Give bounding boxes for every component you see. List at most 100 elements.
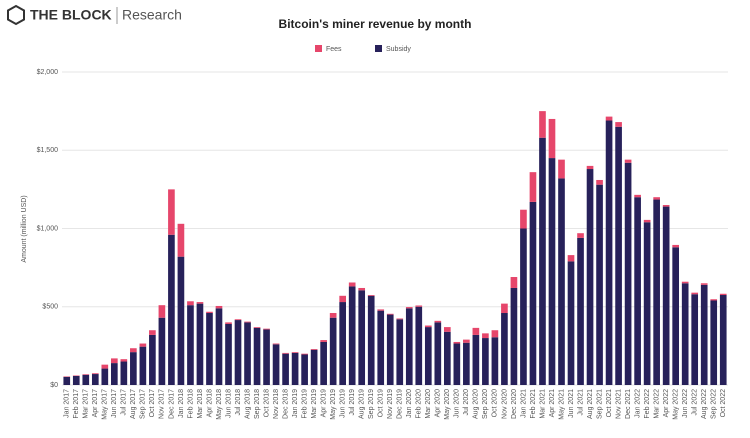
bar-segment [634, 197, 641, 385]
bar-segment [386, 313, 394, 315]
bar-segment [253, 327, 261, 328]
legend-label: Fees [326, 46, 342, 53]
bar-segment [672, 247, 680, 385]
bar-segment [510, 287, 518, 385]
x-tick-label: May 2017 [102, 389, 109, 420]
bar-segment [149, 334, 156, 385]
x-tick-label: Jul 2021 [577, 389, 584, 416]
bar-segment [130, 352, 137, 385]
chart-title: Bitcoin's miner revenue by month [279, 17, 472, 31]
x-tick-label: May 2019 [330, 389, 337, 420]
bar-segment [244, 322, 251, 385]
bar-segment [719, 293, 727, 296]
x-tick-label: May 2022 [673, 389, 680, 420]
x-tick-label: Jul 2018 [235, 389, 242, 416]
bar-segment [681, 283, 689, 385]
x-tick-label: Sep 2022 [711, 389, 718, 419]
bar-segment [567, 261, 575, 385]
bar-segment [110, 363, 118, 385]
bar-segment [215, 305, 223, 309]
bar-segment [377, 309, 385, 311]
bar-segment [348, 282, 356, 287]
bar-segment [358, 287, 366, 291]
x-tick-label: Jun 2022 [682, 389, 689, 418]
bar-segment [434, 322, 442, 385]
bar-segment [301, 354, 308, 385]
bar-segment [225, 323, 232, 385]
x-tick-label: Feb 2022 [644, 389, 651, 419]
legend-swatch [375, 45, 382, 52]
x-tick-label: Nov 2017 [159, 389, 166, 419]
bar-segment [634, 194, 641, 198]
x-tick-label: Jan 2017 [64, 389, 71, 418]
bar-segment [110, 358, 118, 364]
bar-segment [367, 295, 375, 385]
x-tick-label: Apr 2019 [320, 389, 327, 418]
bar-segment [348, 286, 356, 385]
x-tick-label: Dec 2018 [282, 389, 289, 419]
bar-segment [91, 373, 99, 375]
y-tick-label: $500 [42, 304, 58, 311]
bar-segment [463, 339, 470, 343]
x-tick-label: Dec 2019 [397, 389, 404, 419]
bar-segment [558, 178, 565, 385]
x-tick-label: Jul 2022 [692, 389, 699, 416]
bar-segment [643, 222, 651, 385]
bar-segment [520, 209, 527, 229]
x-tick-label: Jan 2022 [634, 389, 641, 418]
bar-segment [510, 277, 518, 288]
bar-segment [196, 303, 204, 385]
bar-segment [91, 374, 99, 385]
bar-segment [244, 321, 251, 323]
y-tick-label: $1,500 [37, 147, 59, 154]
x-tick-label: Jan 2020 [406, 389, 413, 418]
bar-segment [149, 330, 156, 335]
bar-segment [463, 342, 470, 385]
bar-segment [472, 327, 480, 335]
bar-segment [396, 319, 404, 385]
bar-segment [272, 343, 280, 345]
bar-segment [596, 184, 603, 385]
bar-segment [120, 361, 128, 385]
x-tick-label: Nov 2018 [273, 389, 280, 419]
bar-segment [386, 314, 394, 385]
bar-segment [434, 320, 442, 323]
logo-brand: THE BLOCK [30, 7, 112, 23]
bar-segment [472, 334, 480, 385]
x-tick-label: Aug 2022 [701, 389, 708, 419]
y-tick-label: $2,000 [37, 69, 59, 76]
bar-segment [405, 307, 413, 309]
bar-segment [491, 337, 499, 385]
bar-segment [282, 353, 289, 385]
bar-segment [567, 255, 575, 262]
x-tick-label: Aug 2018 [244, 389, 251, 419]
bar-segment [206, 313, 213, 385]
bar-segment [700, 284, 708, 385]
x-tick-label: Jul 2017 [121, 389, 128, 416]
x-tick-label: Aug 2020 [473, 389, 480, 419]
x-tick-label: Apr 2021 [549, 389, 556, 418]
bar-segment [681, 281, 689, 284]
bar-segment [301, 353, 308, 355]
x-tick-label: Oct 2018 [263, 389, 270, 418]
bar-segment [63, 376, 71, 385]
bar-segment [358, 290, 366, 385]
legend-label: Subsidy [386, 46, 411, 53]
bar-segment [177, 256, 185, 385]
bar-segment [101, 368, 109, 385]
bar-segment [234, 319, 242, 321]
bar-segment [596, 179, 603, 185]
bar-segment [605, 120, 613, 385]
x-tick-label: Jan 2018 [178, 389, 185, 418]
bar-segment [672, 244, 680, 248]
bar-segment [206, 311, 213, 314]
x-tick-label: Oct 2022 [720, 389, 727, 418]
bar-segment [396, 318, 404, 320]
x-tick-label: Mar 2020 [425, 389, 432, 419]
x-tick-label: Oct 2020 [492, 389, 499, 418]
bar-segment [196, 302, 204, 304]
x-tick-label: Apr 2020 [435, 389, 442, 418]
bar-segment [130, 348, 137, 353]
bar-segment [320, 340, 327, 342]
bar-segment [177, 223, 185, 257]
